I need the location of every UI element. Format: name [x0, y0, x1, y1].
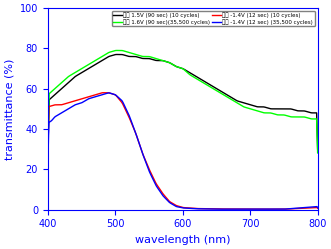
색요 -1.4V (12 sec) (35,500 cycles) — [203, 207, 207, 210]
젬제 1.6V (90 sec)(35,500 cycles) — [278, 113, 282, 116]
색요 -1.4V (12 sec) (10 cycles) — [203, 207, 207, 210]
젬제 1.6V (90 sec)(35,500 cycles) — [203, 82, 207, 85]
젬제 1.6V (90 sec)(35,500 cycles) — [46, 150, 50, 153]
색요 -1.4V (12 sec) (10 cycles) — [251, 208, 255, 211]
색요 -1.4V (12 sec) (35,500 cycles) — [107, 91, 111, 94]
색요 -1.4V (12 sec) (10 cycles) — [210, 207, 214, 210]
젬제 1.5V (90 sec) (10 cycles) — [62, 85, 66, 88]
색요 -1.4V (12 sec) (10 cycles) — [218, 207, 222, 210]
색요 -1.4V (12 sec) (10 cycles) — [250, 208, 254, 211]
젬제 1.6V (90 sec)(35,500 cycles) — [62, 79, 66, 82]
젬제 1.6V (90 sec)(35,500 cycles) — [115, 49, 119, 52]
Line: 색요 -1.4V (12 sec) (10 cycles): 색요 -1.4V (12 sec) (10 cycles) — [48, 93, 318, 209]
젬제 1.6V (90 sec)(35,500 cycles) — [210, 86, 214, 89]
젬제 1.6V (90 sec)(35,500 cycles) — [316, 151, 320, 154]
Legend: 젬제 1.5V (90 sec) (10 cycles), 젬제 1.6V (90 sec)(35,500 cycles), 색요 -1.4V (12 sec): 젬제 1.5V (90 sec) (10 cycles), 젬제 1.6V (9… — [112, 11, 315, 26]
색요 -1.4V (12 sec) (10 cycles) — [46, 157, 50, 160]
젬제 1.5V (90 sec) (10 cycles) — [46, 153, 50, 156]
젬제 1.5V (90 sec) (10 cycles) — [251, 104, 255, 107]
Y-axis label: transmittance (%): transmittance (%) — [4, 58, 14, 160]
색요 -1.4V (12 sec) (35,500 cycles) — [216, 208, 220, 211]
색요 -1.4V (12 sec) (35,500 cycles) — [316, 206, 320, 209]
Line: 색요 -1.4V (12 sec) (35,500 cycles): 색요 -1.4V (12 sec) (35,500 cycles) — [48, 93, 318, 209]
색요 -1.4V (12 sec) (35,500 cycles) — [279, 208, 283, 211]
색요 -1.4V (12 sec) (35,500 cycles) — [46, 165, 50, 168]
색요 -1.4V (12 sec) (35,500 cycles) — [218, 208, 222, 211]
색요 -1.4V (12 sec) (35,500 cycles) — [251, 208, 255, 211]
X-axis label: wavelength (nm): wavelength (nm) — [135, 235, 230, 245]
젬제 1.5V (90 sec) (10 cycles) — [210, 84, 214, 87]
젬제 1.6V (90 sec)(35,500 cycles) — [218, 91, 222, 94]
젬제 1.6V (90 sec)(35,500 cycles) — [251, 108, 255, 111]
젬제 1.5V (90 sec) (10 cycles) — [278, 107, 282, 110]
젬제 1.5V (90 sec) (10 cycles) — [203, 80, 207, 83]
Line: 젬제 1.5V (90 sec) (10 cycles): 젬제 1.5V (90 sec) (10 cycles) — [48, 55, 318, 155]
색요 -1.4V (12 sec) (10 cycles) — [279, 208, 283, 211]
젬제 1.5V (90 sec) (10 cycles) — [218, 89, 222, 92]
젬제 1.5V (90 sec) (10 cycles) — [316, 148, 320, 151]
색요 -1.4V (12 sec) (35,500 cycles) — [210, 208, 214, 211]
젬제 1.5V (90 sec) (10 cycles) — [115, 53, 119, 56]
색요 -1.4V (12 sec) (10 cycles) — [316, 207, 320, 210]
색요 -1.4V (12 sec) (35,500 cycles) — [62, 110, 66, 113]
색요 -1.4V (12 sec) (10 cycles) — [62, 103, 66, 106]
Line: 젬제 1.6V (90 sec)(35,500 cycles): 젬제 1.6V (90 sec)(35,500 cycles) — [48, 51, 318, 153]
색요 -1.4V (12 sec) (10 cycles) — [101, 91, 105, 94]
